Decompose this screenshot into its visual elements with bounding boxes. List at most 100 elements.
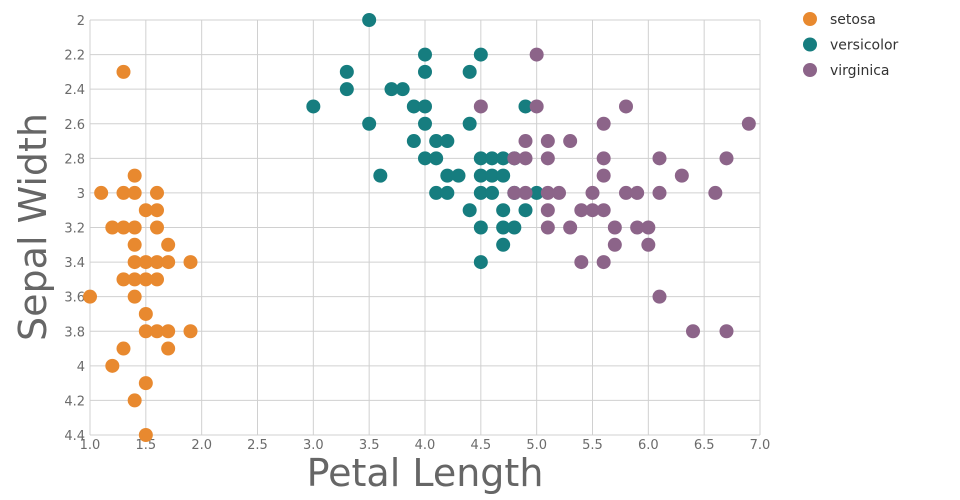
- y-tick-label: 3.2: [64, 222, 85, 237]
- data-point: [540, 151, 555, 166]
- data-point: [529, 185, 544, 200]
- data-point: [150, 324, 164, 339]
- data-point: [440, 185, 455, 200]
- data-point: [127, 220, 142, 235]
- data-point: [485, 185, 499, 200]
- data-point: [719, 324, 734, 339]
- data-point: [496, 151, 511, 166]
- y-tick-label: 2.4: [64, 83, 85, 98]
- data-point: [473, 220, 488, 235]
- data-point: [496, 203, 511, 218]
- data-point: [507, 151, 522, 166]
- data-point: [116, 272, 131, 287]
- legend-label: virginica: [830, 63, 890, 79]
- data-point: [741, 116, 756, 131]
- data-point: [607, 237, 622, 252]
- data-point: [485, 151, 499, 166]
- data-point: [127, 289, 142, 304]
- y-tick-label: 3.8: [64, 325, 85, 340]
- data-point: [339, 82, 354, 97]
- x-tick-label: 3.0: [303, 438, 324, 453]
- data-point: [418, 47, 432, 62]
- y-axis-ticks: 2 2.2 2.4 2.6 2.8 3 3.2 3.4 3.6 3.8 4 4.2 4.4: [64, 14, 85, 444]
- legend-marker: [803, 12, 817, 26]
- x-tick-label: 2.5: [247, 438, 268, 453]
- data-point: [574, 255, 589, 270]
- data-point: [127, 237, 142, 252]
- data-point: [652, 289, 667, 304]
- data-point: [496, 168, 511, 183]
- data-point: [607, 220, 622, 235]
- x-tick-label: 5.5: [582, 438, 603, 453]
- x-tick-label: 7.0: [750, 438, 771, 453]
- series-setosa: [83, 64, 198, 442]
- data-point: [362, 116, 377, 131]
- data-point: [518, 134, 533, 149]
- data-point: [686, 324, 700, 339]
- data-point: [183, 324, 198, 339]
- y-tick-label: 3.4: [64, 256, 85, 271]
- data-point: [127, 393, 142, 408]
- x-tick-label: 5.0: [526, 438, 547, 453]
- data-point: [138, 203, 153, 218]
- data-point: [138, 376, 153, 391]
- data-point: [540, 220, 555, 235]
- x-axis-ticks: 1.0 1.5 2.0 2.5 3.0 3.5 4.0 4.5 5.0 5.5 6.0 6.5 7.0: [80, 438, 771, 453]
- data-point: [306, 99, 321, 114]
- data-point: [339, 64, 354, 79]
- data-point: [105, 358, 120, 373]
- data-point: [418, 151, 432, 166]
- x-tick-label: 6.0: [638, 438, 659, 453]
- data-point: [596, 168, 611, 183]
- data-point: [619, 185, 633, 200]
- x-tick-label: 3.5: [359, 438, 380, 453]
- data-point: [674, 168, 689, 183]
- x-axis-title: Petal Length: [307, 451, 544, 495]
- y-tick-label: 4.4: [64, 429, 85, 444]
- data-point: [529, 99, 544, 114]
- x-tick-label: 4.0: [415, 438, 436, 453]
- data-point: [630, 220, 645, 235]
- x-tick-label: 1.5: [135, 438, 156, 453]
- y-tick-label: 2: [77, 14, 85, 29]
- data-point: [462, 64, 477, 79]
- data-point: [116, 64, 131, 79]
- y-tick-label: 3.6: [64, 291, 85, 306]
- legend-marker: [803, 37, 817, 52]
- data-point: [540, 203, 555, 218]
- data-point: [440, 134, 455, 149]
- data-point: [429, 185, 444, 200]
- data-point: [641, 220, 656, 235]
- data-point: [451, 168, 466, 183]
- data-point: [384, 82, 399, 97]
- y-tick-label: 2.8: [64, 152, 85, 167]
- data-point: [83, 289, 97, 304]
- data-point: [507, 185, 522, 200]
- y-tick-label: 2.2: [64, 49, 85, 64]
- data-point: [540, 185, 555, 200]
- data-point: [496, 220, 511, 235]
- data-point: [585, 203, 600, 218]
- data-point: [485, 168, 499, 183]
- data-point: [362, 13, 377, 27]
- data-point: [138, 255, 153, 270]
- y-tick-label: 4.2: [64, 394, 85, 409]
- data-point: [150, 185, 164, 200]
- data-point: [150, 272, 164, 287]
- data-point: [473, 47, 488, 62]
- data-point: [473, 151, 488, 166]
- data-point: [150, 203, 164, 218]
- data-point: [418, 116, 432, 131]
- legend-item-virginica: virginica: [803, 63, 890, 79]
- data-point: [373, 168, 388, 183]
- data-point: [641, 237, 656, 252]
- data-point: [94, 185, 109, 200]
- data-point: [161, 255, 176, 270]
- data-point: [395, 82, 410, 97]
- data-point: [652, 185, 667, 200]
- data-point: [406, 99, 421, 114]
- data-point: [719, 151, 734, 166]
- legend-label: versicolor: [830, 38, 899, 54]
- data-point: [429, 134, 444, 149]
